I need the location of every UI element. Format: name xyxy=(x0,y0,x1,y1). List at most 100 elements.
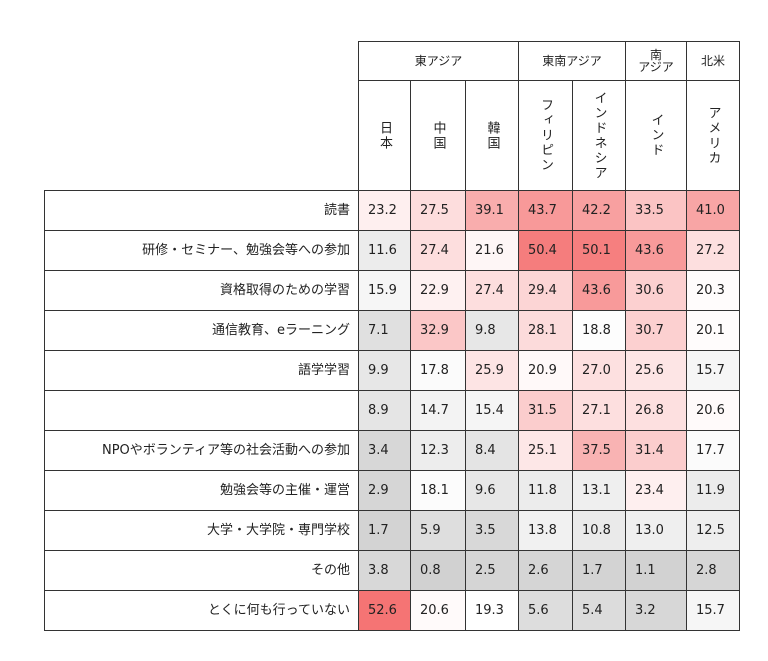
heatmap-cell: 3.8 xyxy=(358,550,411,591)
column-header-label: インドネシア xyxy=(591,90,607,181)
heatmap-cell: 1.1 xyxy=(625,550,687,591)
row-label: 語学学習 xyxy=(44,350,359,391)
column-header: 韓国 xyxy=(465,80,519,191)
heatmap-cell: 27.4 xyxy=(410,230,466,271)
heatmap-cell: 33.5 xyxy=(625,190,687,231)
row-label: 資格取得のための学習 xyxy=(44,270,359,311)
heatmap-cell: 27.2 xyxy=(686,230,740,271)
region-header-line: 南 xyxy=(649,48,662,62)
heatmap-cell: 3.2 xyxy=(625,590,687,631)
heatmap-cell: 27.5 xyxy=(410,190,466,231)
row-label: 勉強会等の主催・運営 xyxy=(44,470,359,511)
heatmap-cell: 21.6 xyxy=(465,230,519,271)
heatmap-cell: 8.9 xyxy=(358,390,411,431)
heatmap-cell: 5.4 xyxy=(572,590,626,631)
heatmap-cell: 3.5 xyxy=(465,510,519,551)
column-header-label: 中国 xyxy=(430,120,446,151)
heatmap-cell: 15.7 xyxy=(686,590,740,631)
row-label xyxy=(44,390,359,431)
heatmap-cell: 9.8 xyxy=(465,310,519,351)
heatmap-cell: 12.5 xyxy=(686,510,740,551)
row-label: その他 xyxy=(44,550,359,591)
column-header: インド xyxy=(625,80,687,191)
heatmap-cell: 31.5 xyxy=(518,390,573,431)
heatmap-cell: 39.1 xyxy=(465,190,519,231)
row-label: 通信教育、eラーニング xyxy=(44,310,359,351)
heatmap-cell: 17.7 xyxy=(686,430,740,471)
heatmap-cell: 25.1 xyxy=(518,430,573,471)
heatmap-cell: 1.7 xyxy=(358,510,411,551)
heatmap-cell: 17.8 xyxy=(410,350,466,391)
heatmap-cell: 2.5 xyxy=(465,550,519,591)
heatmap-cell: 18.8 xyxy=(572,310,626,351)
heatmap-cell: 11.6 xyxy=(358,230,411,271)
column-header-label: アメリカ xyxy=(705,105,721,166)
heatmap-cell: 27.0 xyxy=(572,350,626,391)
heatmap-cell: 25.6 xyxy=(625,350,687,391)
heatmap-cell: 29.4 xyxy=(518,270,573,311)
heatmap-cell: 8.4 xyxy=(465,430,519,471)
heatmap-cell: 20.6 xyxy=(410,590,466,631)
heatmap-cell: 2.6 xyxy=(518,550,573,591)
column-header: インドネシア xyxy=(572,80,626,191)
heatmap-cell: 7.1 xyxy=(358,310,411,351)
region-header: 東アジア xyxy=(358,41,519,81)
column-header: 日本 xyxy=(358,80,411,191)
heatmap-cell: 26.8 xyxy=(625,390,687,431)
heatmap-cell: 32.9 xyxy=(410,310,466,351)
heatmap-cell: 43.6 xyxy=(625,230,687,271)
region-header: 北米 xyxy=(686,41,740,81)
heatmap-cell: 52.6 xyxy=(358,590,411,631)
heatmap-cell: 28.1 xyxy=(518,310,573,351)
heatmap-cell: 20.3 xyxy=(686,270,740,311)
heatmap-cell: 2.8 xyxy=(686,550,740,591)
region-header-line: アジア xyxy=(638,60,674,74)
region-header-line: 東南アジア xyxy=(542,54,602,68)
heatmap-cell: 10.8 xyxy=(572,510,626,551)
heatmap-cell: 23.2 xyxy=(358,190,411,231)
region-header: 東南アジア xyxy=(518,41,626,81)
heatmap-cell: 3.4 xyxy=(358,430,411,471)
column-header-label: 韓国 xyxy=(484,120,500,151)
heatmap-cell: 22.9 xyxy=(410,270,466,311)
heatmap-cell: 50.1 xyxy=(572,230,626,271)
heatmap-cell: 30.6 xyxy=(625,270,687,311)
heatmap-cell: 9.6 xyxy=(465,470,519,511)
heatmap-cell: 15.9 xyxy=(358,270,411,311)
heatmap-cell: 0.8 xyxy=(410,550,466,591)
heatmap-cell: 13.8 xyxy=(518,510,573,551)
heatmap-cell: 11.8 xyxy=(518,470,573,511)
heatmap-cell: 1.7 xyxy=(572,550,626,591)
row-label: NPOやボランティア等の社会活動への参加 xyxy=(44,430,359,471)
heatmap-cell: 50.4 xyxy=(518,230,573,271)
column-header-label: 日本 xyxy=(377,120,392,151)
heatmap-cell: 2.9 xyxy=(358,470,411,511)
heatmap-cell: 20.6 xyxy=(686,390,740,431)
heatmap-cell: 18.1 xyxy=(410,470,466,511)
heatmap-cell: 5.9 xyxy=(410,510,466,551)
heatmap-cell: 15.7 xyxy=(686,350,740,391)
heatmap-cell: 15.4 xyxy=(465,390,519,431)
heatmap-cell: 20.1 xyxy=(686,310,740,351)
heatmap-cell: 19.3 xyxy=(465,590,519,631)
heatmap-cell: 31.4 xyxy=(625,430,687,471)
row-label: 読書 xyxy=(44,190,359,231)
column-header: フィリピン xyxy=(518,80,573,191)
heatmap-cell: 20.9 xyxy=(518,350,573,391)
column-header-label: インド xyxy=(648,113,664,158)
heatmap-cell: 12.3 xyxy=(410,430,466,471)
row-label: とくに何も行っていない xyxy=(44,590,359,631)
region-header: 南アジア xyxy=(625,41,687,81)
row-label: 研修・セミナー、勉強会等への参加 xyxy=(44,230,359,271)
heatmap-cell: 27.4 xyxy=(465,270,519,311)
row-label: 大学・大学院・専門学校 xyxy=(44,510,359,551)
heatmap-cell: 5.6 xyxy=(518,590,573,631)
heatmap-cell: 27.1 xyxy=(572,390,626,431)
heatmap-cell: 25.9 xyxy=(465,350,519,391)
heatmap-cell: 13.0 xyxy=(625,510,687,551)
heatmap-cell: 43.6 xyxy=(572,270,626,311)
heatmap-cell: 14.7 xyxy=(410,390,466,431)
heatmap-cell: 13.1 xyxy=(572,470,626,511)
heatmap-cell: 23.4 xyxy=(625,470,687,511)
